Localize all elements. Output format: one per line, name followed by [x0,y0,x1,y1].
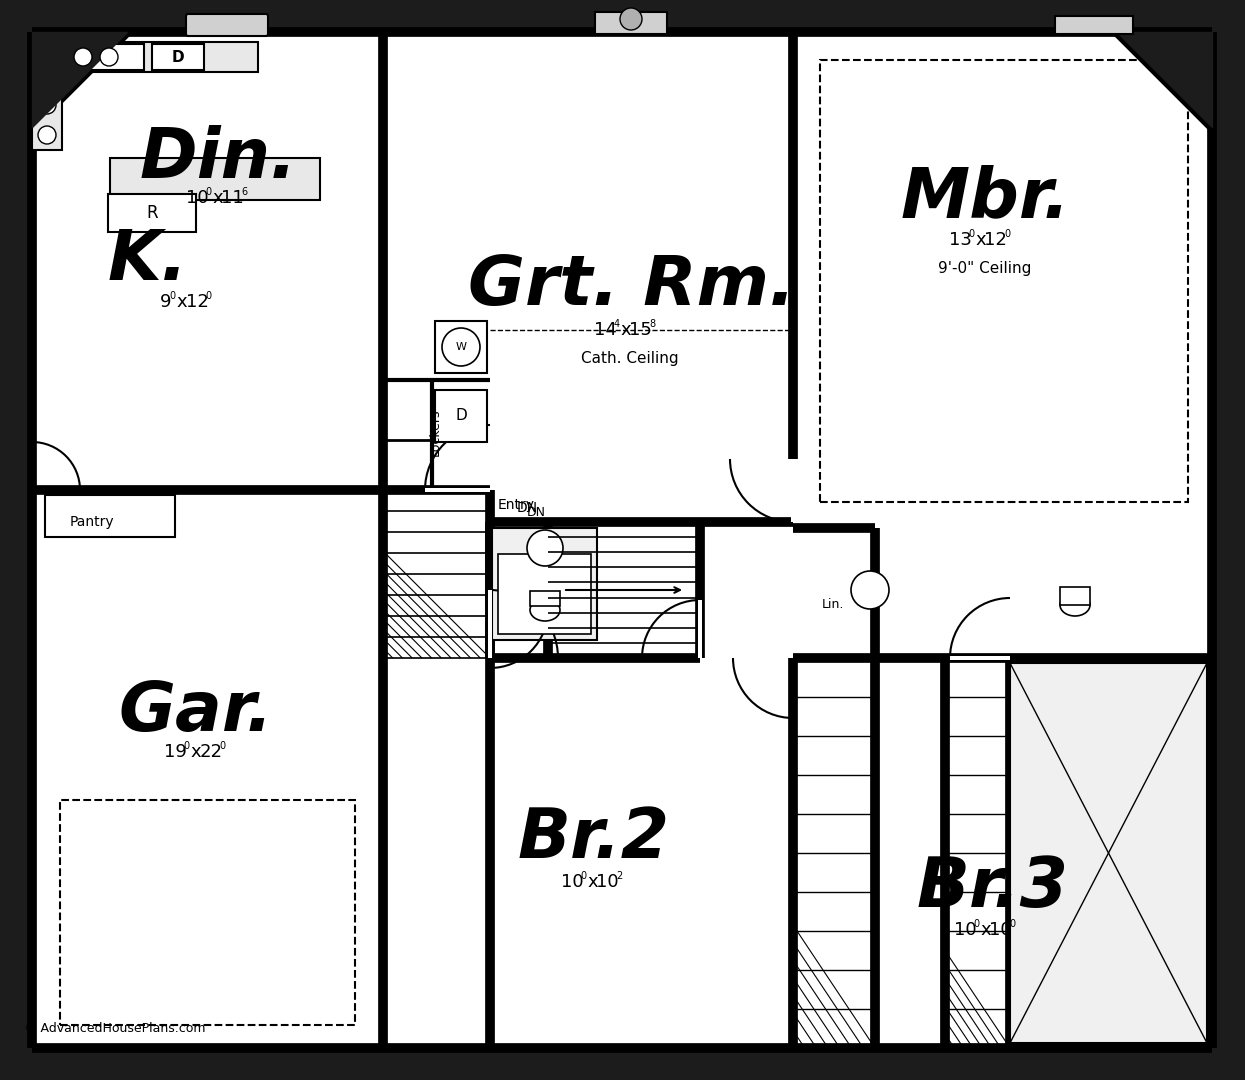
Circle shape [620,8,642,30]
Bar [62,44,144,70]
Text: 0: 0 [219,741,225,751]
Text: 15: 15 [630,321,652,339]
Circle shape [100,48,118,66]
Text: 0: 0 [969,229,975,239]
Bar [435,321,487,373]
Text: x: x [620,321,631,339]
Text: x: x [588,873,598,891]
Text: Br.2: Br.2 [518,805,670,872]
Text: 11: 11 [222,189,244,207]
Text: 0: 0 [205,187,212,197]
Bar [1055,16,1133,33]
Text: W: W [456,342,467,352]
Bar [791,459,796,522]
Text: 6: 6 [240,187,247,197]
Circle shape [73,48,92,66]
Text: 22: 22 [199,743,223,761]
Text: 10: 10 [186,189,209,207]
Text: 10: 10 [561,873,584,891]
Text: x: x [975,231,986,249]
Text: 8: 8 [649,319,655,329]
Bar [60,800,355,1025]
Text: x: x [980,921,991,939]
Text: 10: 10 [990,921,1012,939]
Text: Din.: Din. [139,124,296,191]
Text: K.: K. [108,227,188,294]
Circle shape [442,328,481,366]
Text: 0: 0 [183,741,189,751]
Text: x: x [177,293,187,311]
Bar [32,65,62,150]
Circle shape [852,571,889,609]
FancyBboxPatch shape [186,14,268,36]
Text: DN: DN [517,501,538,515]
Text: x: x [212,189,223,207]
Text: 10: 10 [596,873,619,891]
Bar [45,495,176,537]
Bar [110,158,320,200]
Polygon shape [32,32,127,127]
Bar [152,44,204,70]
Text: 9'-0" Ceiling: 9'-0" Ceiling [939,260,1032,275]
Text: Grt. Rm.: Grt. Rm. [468,252,796,319]
Text: D: D [172,50,184,65]
Bar [425,488,491,492]
Circle shape [39,126,56,144]
Text: 0: 0 [1008,919,1015,929]
Text: 0: 0 [580,870,586,881]
Text: x: x [190,743,200,761]
Bar [492,528,598,640]
Text: Entry: Entry [498,498,534,512]
Text: 0: 0 [1003,229,1010,239]
Circle shape [39,96,56,114]
Text: Lockers: Lockers [428,408,442,456]
Circle shape [527,530,563,566]
Bar [188,16,266,33]
Bar [1010,663,1206,1043]
Text: 9: 9 [159,293,171,311]
Text: D: D [456,408,467,423]
Bar [498,554,591,634]
Ellipse shape [1059,594,1091,616]
Bar [108,194,195,232]
Text: 0: 0 [169,291,176,301]
Text: 0: 0 [974,919,980,929]
Text: Br.3: Br.3 [916,854,1069,921]
Text: R: R [146,204,158,222]
Text: 13: 13 [949,231,972,249]
Bar [530,591,560,606]
Text: 2: 2 [616,870,622,881]
Bar [435,390,487,442]
Ellipse shape [530,599,560,621]
Text: 10: 10 [954,921,976,939]
Text: Lin.: Lin. [822,598,844,611]
Text: Mbr.: Mbr. [900,164,1069,231]
Bar [698,600,702,658]
Bar [950,656,1010,660]
Bar [595,12,667,33]
Text: Cath. Ceiling: Cath. Ceiling [581,351,679,365]
Text: DN: DN [527,505,547,518]
Text: 0: 0 [205,291,212,301]
Text: 19: 19 [164,743,187,761]
Bar [820,60,1188,502]
Polygon shape [1117,32,1211,127]
Text: Gar.: Gar. [118,678,274,745]
Text: 12: 12 [985,231,1007,249]
Bar [59,42,258,72]
Text: 14: 14 [594,321,616,339]
Text: © AdvancedHousePlans.com: © AdvancedHousePlans.com [24,1022,205,1035]
Bar [488,590,492,658]
Text: Pantry: Pantry [70,515,115,529]
Bar [1059,588,1091,605]
Text: 12: 12 [186,293,209,311]
Text: 4: 4 [614,319,620,329]
